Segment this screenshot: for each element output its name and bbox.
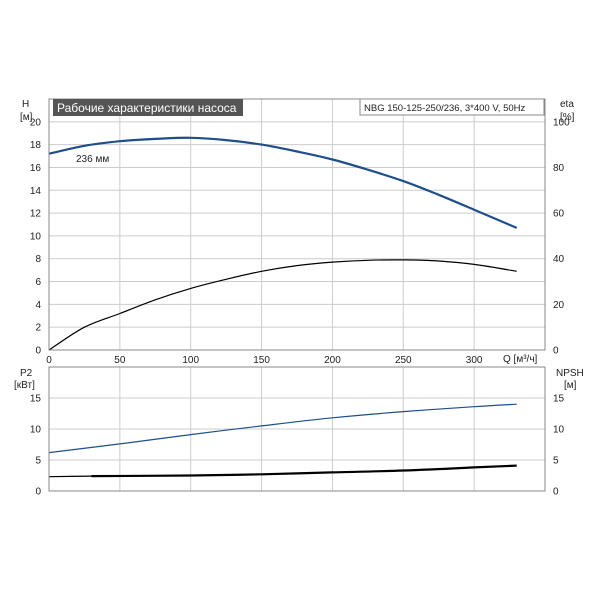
bottom-right-tick-label: 15 [553, 394, 565, 405]
bottom-right-tick-label: 5 [553, 456, 559, 467]
top-right-tick-label: 60 [553, 209, 565, 220]
flow-axis-label: Q [м³/ч] [503, 354, 538, 365]
model-label: NBG 150-125-250/236, 3*400 V, 50Hz [364, 103, 526, 114]
top-left-tick-label: 12 [30, 209, 42, 220]
top-right-tick-label: 80 [553, 163, 565, 174]
top-right-tick-label: 20 [553, 300, 565, 311]
top-series-1-line [48, 259, 517, 351]
top-right-tick-label: 40 [553, 254, 565, 265]
top-left-tick-label: 18 [30, 140, 42, 151]
top-right-tick-label: 100 [553, 117, 570, 128]
chart-title: Рабочие характеристики насоса [57, 101, 237, 115]
power-axis-unit: [кВт] [14, 380, 35, 391]
top-chart-frame [48, 98, 546, 351]
x-tick-label: 300 [466, 355, 483, 366]
chart-title-background [53, 99, 243, 116]
bottom-left-tick-label: 15 [30, 394, 42, 405]
head-axis-unit: [м] [20, 112, 33, 123]
top-left-tick-label: 14 [30, 186, 42, 197]
top-left-tick-label: 20 [30, 117, 42, 128]
bottom-right-tick-label: 10 [553, 425, 565, 436]
x-tick-label: 100 [182, 355, 199, 366]
top-left-tick-label: 16 [30, 163, 42, 174]
x-tick-label: 150 [253, 355, 270, 366]
top-chart-grid [48, 99, 545, 351]
bottom-series-1-line [91, 464, 517, 478]
top-left-tick-label: 6 [35, 277, 41, 288]
model-label-box [359, 98, 545, 116]
bottom-right-tick-label: 0 [553, 487, 559, 498]
bottom-series-0-line [48, 403, 517, 454]
top-left-tick-label: 8 [35, 254, 41, 265]
axis-ticks: 0 50 100 150 200 250 3000246810121416182002040… [30, 117, 570, 497]
npsh-axis-title: NPSH [556, 368, 584, 379]
x-tick-label: 50 [114, 355, 126, 366]
bottom-left-tick-label: 5 [35, 456, 41, 467]
top-left-tick-label: 4 [35, 300, 41, 311]
bottom-chart-frame [48, 366, 546, 492]
top-left-tick-label: 10 [30, 231, 42, 242]
bottom-series-2-line [48, 475, 92, 478]
x-tick-label: 250 [395, 355, 412, 366]
top-chart-curves [48, 136, 518, 351]
power-axis-title: P2 [20, 368, 33, 379]
eta-axis-title: eta [560, 99, 574, 110]
x-tick-label: 0 [46, 355, 52, 366]
top-left-tick-label: 2 [35, 323, 41, 334]
eta-axis-unit: [%] [560, 112, 575, 123]
top-left-tick-label: 0 [35, 346, 41, 357]
bottom-left-tick-label: 10 [30, 425, 42, 436]
top-series-0-line [48, 136, 518, 229]
npsh-axis-unit: [м] [564, 380, 577, 391]
impeller-diameter-label: 236 мм [76, 154, 109, 165]
bottom-chart-curves [48, 403, 517, 478]
bottom-chart-grid [48, 367, 545, 492]
head-axis-title: H [22, 99, 29, 110]
top-right-tick-label: 0 [553, 346, 559, 357]
bottom-left-tick-label: 0 [35, 487, 41, 498]
x-tick-label: 200 [324, 355, 341, 366]
